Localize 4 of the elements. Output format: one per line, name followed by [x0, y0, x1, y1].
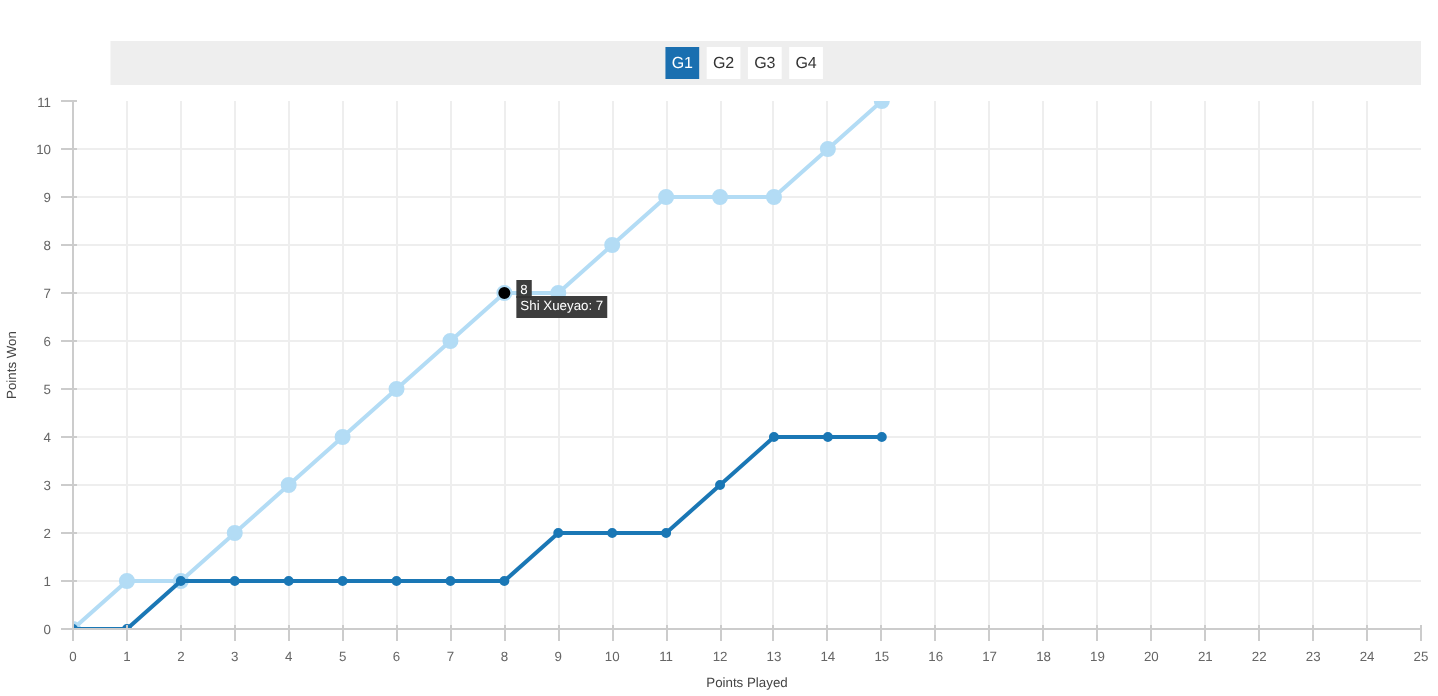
- text: G4: [795, 54, 818, 72]
- text: G1: [671, 54, 695, 72]
- text: G3: [754, 54, 777, 72]
- text: G2: [712, 54, 736, 72]
